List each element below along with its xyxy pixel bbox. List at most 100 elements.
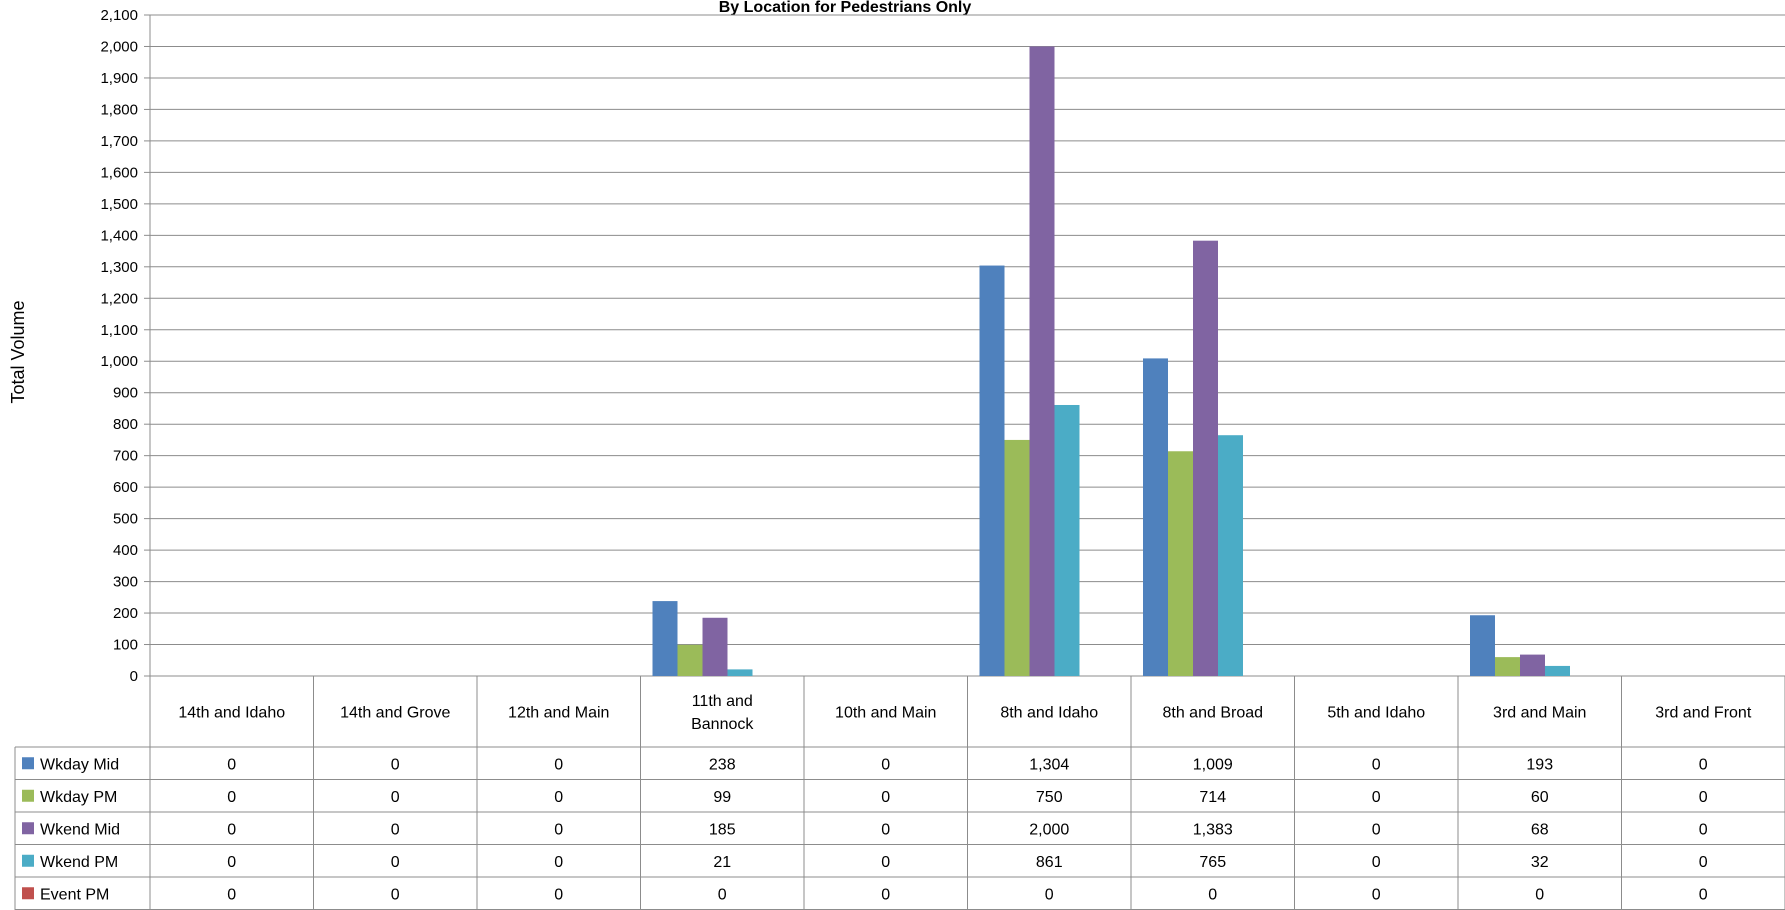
data-label: 185 [709,821,736,838]
data-label: 0 [1535,886,1544,903]
bar [1545,665,1570,676]
data-label: 0 [391,854,400,871]
data-label: 0 [554,886,563,903]
bar [727,669,753,676]
bars [652,46,1570,677]
data-label: 0 [227,821,236,838]
data-label: 32 [1531,854,1549,871]
data-label: 2,000 [1029,821,1069,838]
data-label: 1,304 [1029,756,1069,773]
y-tick-label: 1,800 [100,101,138,118]
data-label: 0 [554,821,563,838]
category-label: 12th and Main [508,705,609,722]
legend-label: Wkend Mid [40,821,120,838]
data-label: 68 [1531,821,1549,838]
y-tick-label: 600 [113,479,138,496]
data-label: 238 [709,756,736,773]
legend-label: Wkday Mid [40,756,119,773]
bar [702,617,728,676]
y-tick-label: 1,700 [100,133,138,150]
legend-label: Wkday PM [40,789,117,806]
y-tick-label: 700 [113,448,138,465]
data-label: 0 [881,821,890,838]
data-label: 1,383 [1193,821,1233,838]
data-table: 14th and Idaho 14th and Grove 12th and Mai… [14,676,1785,910]
data-label: 0 [881,756,890,773]
data-label: 0 [1372,789,1381,806]
data-label: 0 [1699,756,1708,773]
y-axis-label: Total Volume [8,300,28,403]
bar [979,265,1005,676]
data-label: 0 [1699,789,1708,806]
bar [1168,451,1193,676]
category-label: 8th and Idaho [1000,705,1098,722]
bar [1054,404,1080,676]
data-label: 0 [1372,854,1381,871]
data-label: 714 [1199,789,1226,806]
bar [1520,654,1545,676]
data-label: 0 [554,789,563,806]
data-label: 0 [1045,886,1054,903]
y-tick-label: 2,000 [100,38,138,55]
bar [1004,439,1030,676]
bar [1143,358,1168,676]
y-tick-label: 300 [113,574,138,591]
category-label: 8th and Broad [1162,705,1263,722]
data-label: 21 [713,854,731,871]
category-label: 3rd and Main [1493,705,1586,722]
data-label: 0 [1208,886,1217,903]
y-tick-label: 1,400 [100,227,138,244]
category-label: 11th and [692,693,753,710]
data-label: 0 [227,789,236,806]
data-label: 0 [554,756,563,773]
data-label: 1,009 [1193,756,1233,773]
y-tick-label: 2,100 [100,7,138,24]
legend-swatch [22,757,34,770]
bar [1495,657,1520,676]
data-label: 0 [1699,886,1708,903]
category-label: 14th and Idaho [178,705,285,722]
data-label: 0 [391,789,400,806]
data-label: 0 [1699,854,1708,871]
y-tick-label: 900 [113,385,138,402]
y-tick-label: 1,900 [100,70,138,87]
y-tick-label: 500 [113,511,138,528]
bar [1218,435,1243,676]
data-label: 0 [554,854,563,871]
data-label: 0 [391,756,400,773]
bar [652,601,678,676]
y-tick-label: 1,600 [100,164,138,181]
legend-label: Event PM [40,886,109,903]
data-label: 0 [1372,756,1381,773]
data-label: 861 [1036,854,1063,871]
legend-swatch [22,854,34,867]
category-label: 5th and Idaho [1327,705,1425,722]
data-label: 193 [1526,756,1553,773]
data-label: 0 [1699,821,1708,838]
data-label: 0 [227,756,236,773]
y-tick-label: 200 [113,605,138,622]
y-tick-label: 800 [113,416,138,433]
bar [1193,240,1218,677]
data-label: 0 [227,886,236,903]
bar [1029,46,1055,676]
data-label: 0 [391,821,400,838]
data-label: 0 [1372,821,1381,838]
bar [677,644,703,676]
legend-swatch [22,887,34,900]
y-axis-ticks: 0 100 200 300 400 500 600 700 800 900 1,000 1,100 1,… [100,7,150,685]
y-tick-label: 1,300 [100,259,138,276]
bar [1470,615,1495,676]
legend-swatch [22,822,34,835]
data-label: 0 [881,886,890,903]
y-tick-label: 400 [113,542,138,559]
category-label: 14th and Grove [340,705,450,722]
y-tick-label: 1,000 [100,353,138,370]
data-label: 0 [227,854,236,871]
data-label: 0 [391,886,400,903]
y-tick-label: 1,500 [100,196,138,213]
data-label: 99 [713,789,731,806]
legend-swatch [22,789,34,802]
data-label: 765 [1199,854,1226,871]
